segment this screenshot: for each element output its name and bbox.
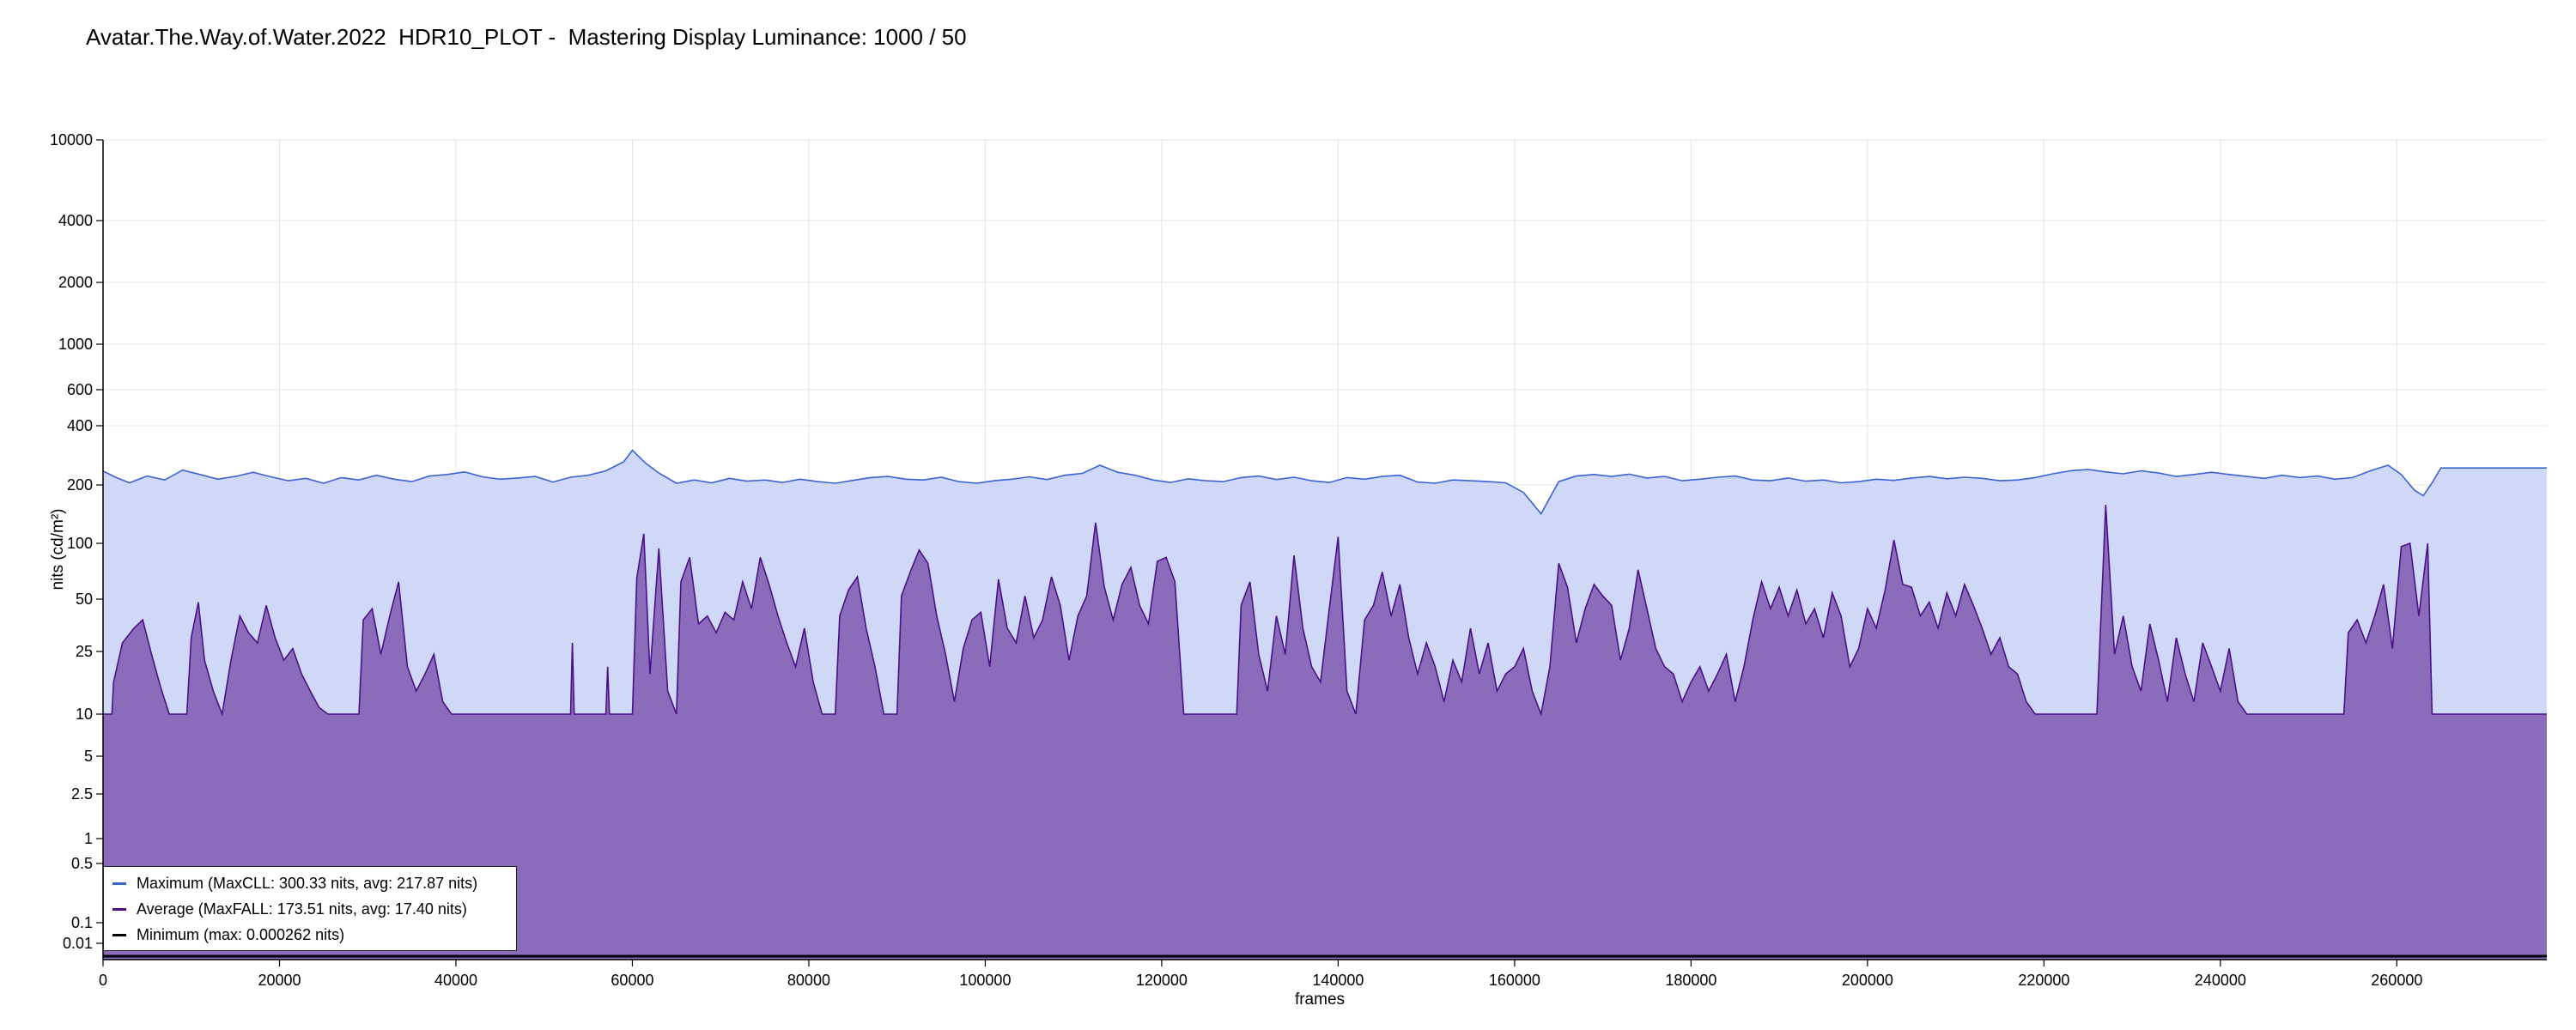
legend-label-minimum: Minimum (max: 0.000262 nits)	[137, 925, 345, 943]
x-axis-label: frames	[1295, 991, 1345, 1009]
legend-label-maximum: Maximum (MaxCLL: 300.33 nits, avg: 217.8…	[137, 874, 478, 892]
series-layer	[102, 449, 2547, 960]
chart-title: Avatar.The.Way.of.Water.2022 HDR10_PLOT …	[86, 24, 967, 50]
y-tick-label: 100	[67, 535, 93, 552]
y-tick-label: 0.5	[71, 855, 93, 872]
y-tick-label: 0.1	[71, 914, 93, 931]
x-tick-label: 240000	[2195, 972, 2246, 989]
legend-swatch-minimum	[112, 933, 126, 936]
x-tick-label: 120000	[1136, 972, 1188, 989]
series-average-area	[103, 505, 2547, 960]
series-maximum-line	[102, 449, 2547, 516]
legend-swatch-average	[112, 907, 126, 911]
y-tick-label: 1	[84, 830, 93, 847]
x-tick-label: 200000	[1842, 972, 1893, 989]
y-tick-label: 2.5	[71, 785, 93, 803]
y-tick-label: 4000	[58, 212, 93, 229]
y-tick-label: 400	[67, 417, 93, 434]
y-tick-label: 600	[67, 381, 93, 398]
y-tick-label: 2000	[58, 274, 93, 291]
axes	[96, 139, 2547, 966]
y-tick-label: 1000	[58, 336, 93, 353]
x-tick-label: 260000	[2371, 972, 2422, 989]
legend-label-average: Average (MaxFALL: 173.51 nits, avg: 17.4…	[137, 900, 467, 918]
legend-swatch-maximum	[112, 882, 126, 885]
y-tick-label: 200	[67, 476, 93, 494]
x-tick-label: 60000	[611, 972, 653, 989]
legend-item-minimum[interactable]: Minimum (max: 0.000262 nits)	[112, 922, 516, 948]
x-tick-label: 160000	[1489, 972, 1540, 989]
x-tick-label: 180000	[1665, 972, 1716, 989]
y-tick-label: 50	[76, 591, 93, 608]
y-tick-label: 5	[84, 748, 93, 765]
tick-labels: 0.01 0.1 0.5 1 2.5 5 10 25 50 100 200 400 600 1000 200…	[50, 131, 2422, 989]
x-tick-label: 20000	[258, 972, 301, 989]
x-tick-label: 80000	[787, 972, 830, 989]
y-tick-label: 10000	[50, 131, 93, 148]
y-axis-label: nits (cd/m²)	[49, 509, 67, 591]
x-tick-label: 0	[99, 972, 107, 989]
y-tick-label: 0.01	[63, 935, 93, 952]
legend: Maximum (MaxCLL: 300.33 nits, avg: 217.8…	[103, 866, 517, 951]
legend-item-maximum[interactable]: Maximum (MaxCLL: 300.33 nits, avg: 217.8…	[112, 870, 516, 896]
legend-item-average[interactable]: Average (MaxFALL: 173.51 nits, avg: 17.4…	[112, 896, 516, 922]
y-tick-label: 10	[76, 706, 93, 723]
x-tick-label: 220000	[2018, 972, 2069, 989]
x-tick-label: 140000	[1312, 972, 1364, 989]
series-average-line	[103, 505, 2547, 718]
x-tick-label: 40000	[434, 972, 477, 989]
x-tick-label: 100000	[959, 972, 1011, 989]
y-tick-label: 25	[76, 643, 93, 660]
